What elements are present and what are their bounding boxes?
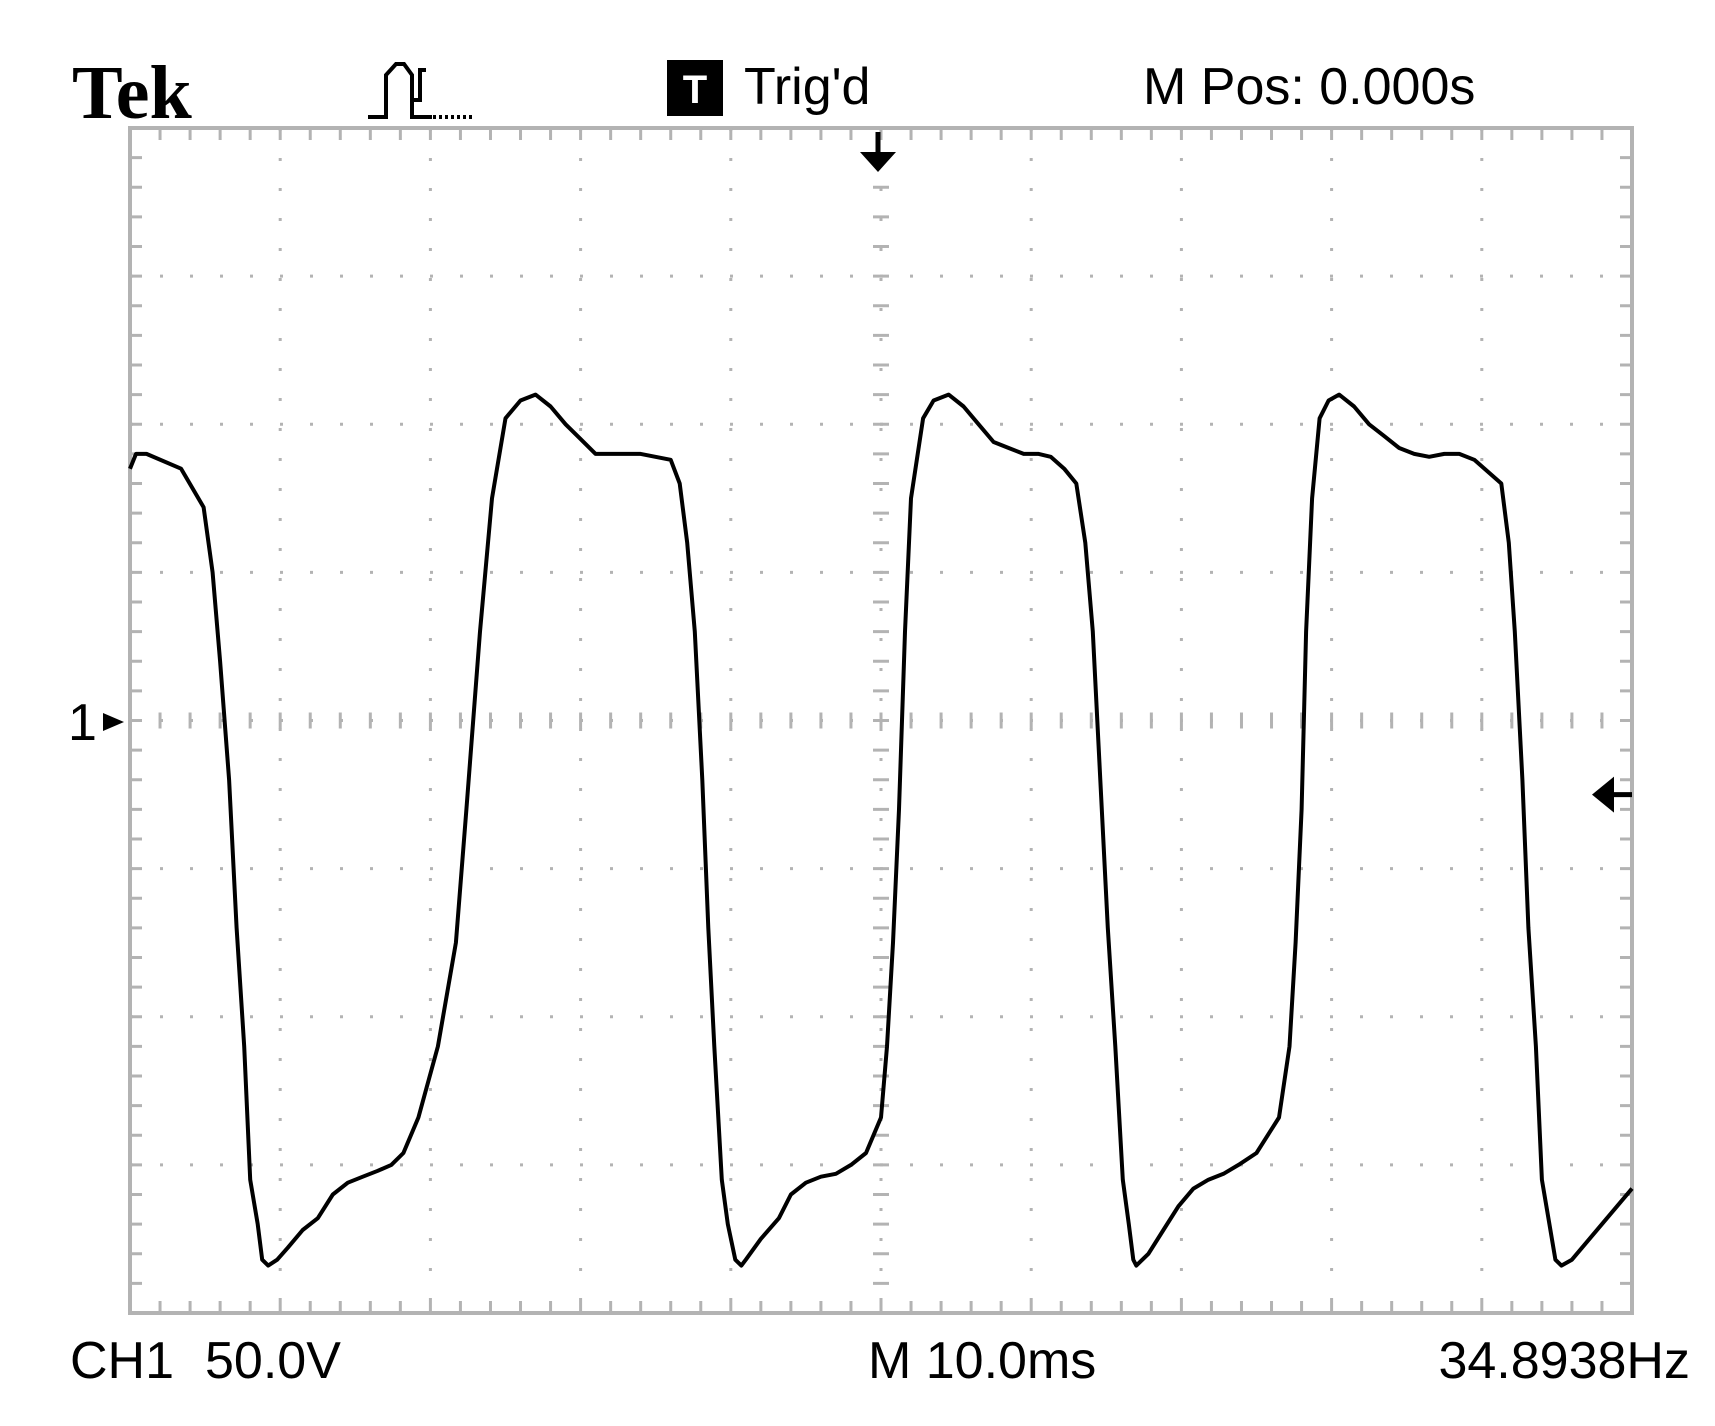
trigger-level-arrow-icon <box>1592 776 1632 813</box>
trigger-badge-label: T <box>683 68 707 112</box>
trigger-position-arrow-icon <box>860 132 896 172</box>
channel-1-ground-arrow-icon <box>103 713 124 731</box>
channel-indicator: CH1 <box>70 1332 174 1390</box>
trigger-badge: T <box>667 60 723 116</box>
trigger-status: Trig'd <box>744 58 870 116</box>
graticule <box>128 126 1634 1315</box>
acquisition-run-icon <box>368 62 475 119</box>
ch1-waveform-trace <box>128 392 1634 1268</box>
measured-frequency: 34.8938Hz <box>1438 1332 1690 1390</box>
brand-logo: Tek <box>72 51 192 135</box>
horizontal-position: M Pos: 0.000s <box>1143 58 1475 116</box>
timebase: M 10.0ms <box>868 1332 1096 1390</box>
volts-per-division: 50.0V <box>205 1332 341 1390</box>
channel-1-label: 1 <box>68 694 97 752</box>
